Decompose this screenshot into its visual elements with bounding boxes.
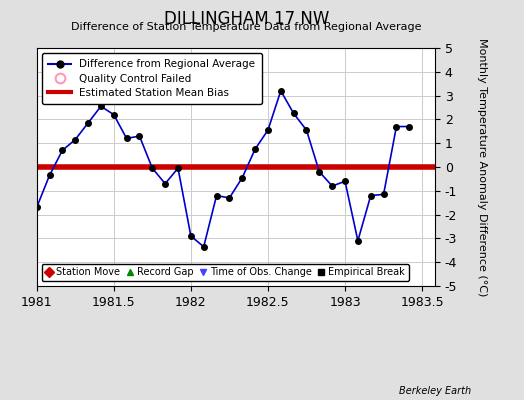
Text: Berkeley Earth: Berkeley Earth [399,386,472,396]
Text: DILLINGHAM 17 NW: DILLINGHAM 17 NW [163,10,329,28]
Legend: Station Move, Record Gap, Time of Obs. Change, Empirical Break: Station Move, Record Gap, Time of Obs. C… [41,264,409,281]
Y-axis label: Monthly Temperature Anomaly Difference (°C): Monthly Temperature Anomaly Difference (… [477,38,487,296]
Text: Difference of Station Temperature Data from Regional Average: Difference of Station Temperature Data f… [71,22,421,32]
